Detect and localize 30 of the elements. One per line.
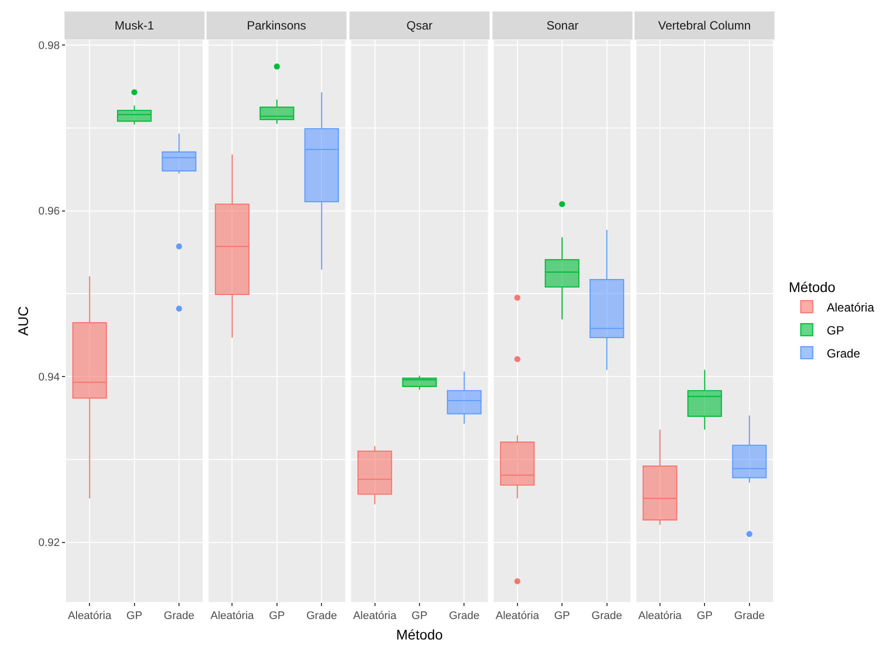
x-tick-label: GP [412, 610, 428, 622]
legend-label: Aleatória [826, 300, 874, 314]
x-tick-label: Grade [592, 610, 622, 622]
chart-title: Vertebral Column [658, 18, 751, 32]
x-tick-label: Aleatória [210, 610, 255, 622]
chart-title: Qsar [406, 18, 433, 32]
chart-title: Parkinsons [246, 18, 306, 32]
legend-label: Grade [826, 346, 860, 360]
x-tick-label: GP [126, 610, 142, 622]
x-tick-label: Grade [448, 610, 480, 622]
x-tick-label: GP [268, 610, 285, 622]
x-tick-label: Aleatória [353, 610, 398, 622]
chart-title: Sonar [546, 18, 579, 32]
x-tick-label: Aleatória [638, 610, 683, 622]
x-tick-label: Grade [164, 610, 194, 622]
legend-label: GP [826, 323, 844, 338]
y-axis-title: AUC [14, 306, 31, 336]
chart-title: Musk-1 [114, 18, 154, 32]
y-tick-label: 0.98 [38, 40, 60, 52]
y-tick-label: 0.94 [38, 371, 60, 384]
x-tick-label: GP [554, 610, 570, 622]
y-tick-label: 0.96 [38, 206, 60, 218]
x-tick-label: Grade [306, 610, 337, 622]
x-tick-label: Aleatória [496, 610, 540, 622]
legend-title: Método [788, 279, 836, 296]
x-tick-label: Aleatória [68, 610, 112, 622]
x-axis-title: Método [396, 626, 444, 642]
y-tick-label: 0.92 [38, 537, 60, 550]
x-tick-label: GP [696, 610, 713, 622]
x-tick-label: Grade [734, 610, 765, 622]
